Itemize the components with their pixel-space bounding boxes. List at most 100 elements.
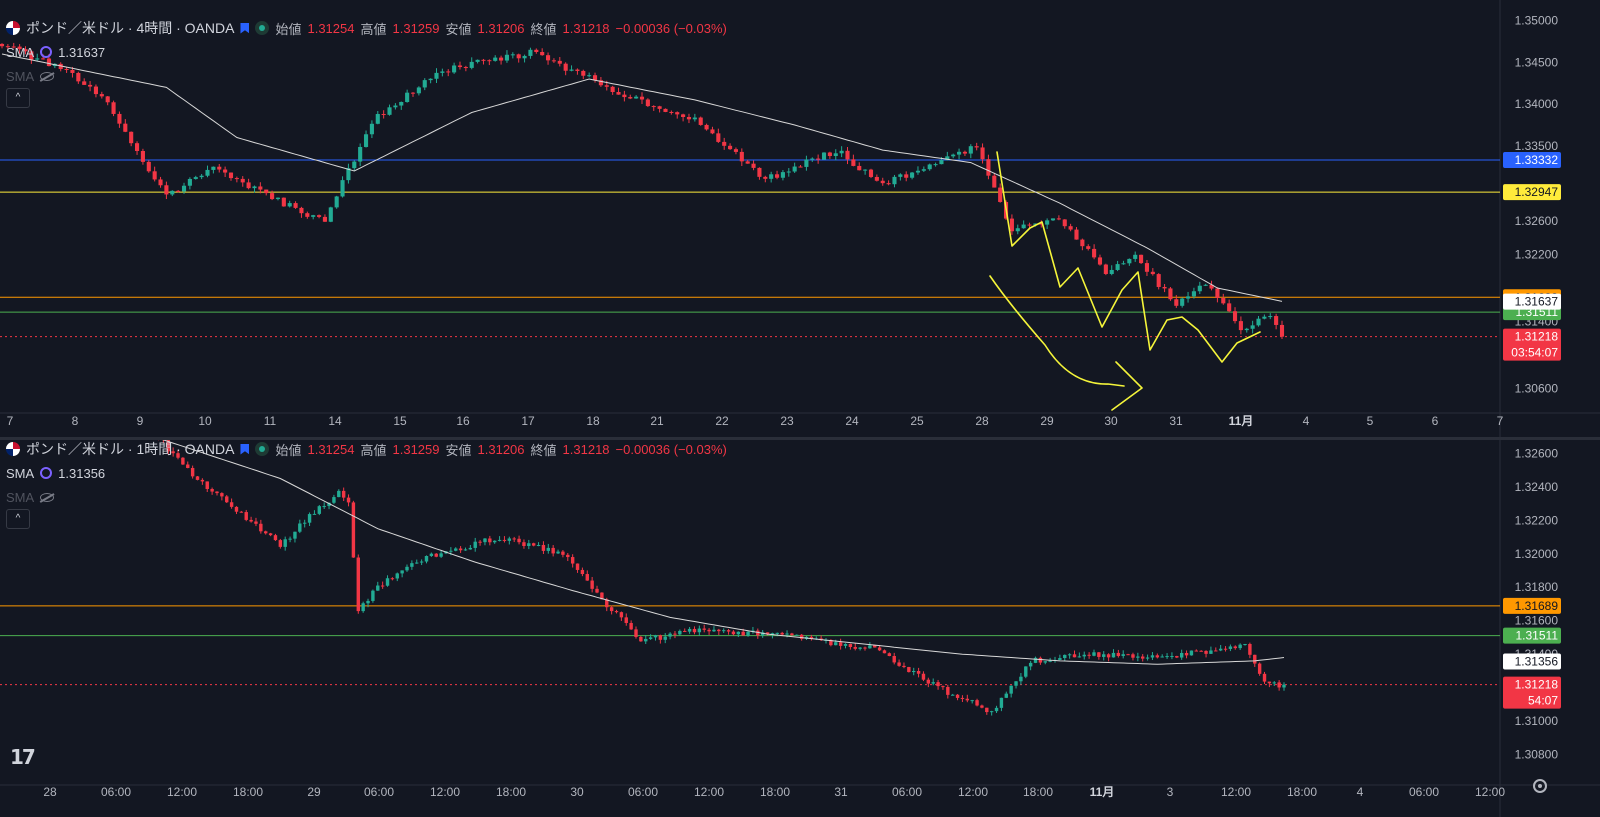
sma-row[interactable]: SMA 1.31356: [6, 461, 727, 485]
candle-body: [546, 55, 551, 61]
candle-body: [176, 453, 180, 458]
candle-body: [945, 156, 950, 161]
symbol-title[interactable]: ポンド／米ドル · 1時間 · OANDA: [26, 441, 235, 457]
legend-1h: ポンド／米ドル · 1時間 · OANDA 始値 1.31254 高値 1.3125…: [6, 437, 727, 531]
candle-body: [951, 154, 956, 157]
candle-body: [11, 46, 16, 48]
collapse-legend-button[interactable]: ^: [6, 88, 30, 108]
candle-body: [970, 700, 974, 702]
last-price-tag-text: 1.31218: [1515, 678, 1559, 692]
candle-body: [1058, 658, 1062, 660]
candle-body: [1279, 324, 1285, 337]
candle-body: [910, 172, 915, 178]
candle-body: [946, 687, 950, 695]
candle-body: [1150, 271, 1155, 275]
candle-body: [463, 549, 468, 551]
sma-settings-icon[interactable]: [40, 467, 53, 479]
candle-body: [416, 87, 421, 94]
chart-pane-4h[interactable]: 1.35000 1.34500 1.34000 1.33500 1.32600 1.322…: [0, 0, 1600, 437]
candle-body: [1009, 685, 1013, 694]
candle-body: [610, 86, 615, 93]
x-tick-label: 17: [521, 414, 535, 428]
candle-body: [215, 491, 219, 494]
symbol-title[interactable]: ポンド／米ドル · 4時間 · OANDA: [26, 20, 235, 36]
candle-body: [205, 481, 209, 489]
candle-body: [798, 166, 803, 168]
candle-body: [440, 71, 445, 73]
candle-body: [678, 630, 682, 635]
candle-body: [1050, 218, 1056, 221]
candle-body: [531, 543, 536, 546]
hidden-eye-icon[interactable]: [40, 71, 55, 81]
candle-body: [381, 114, 386, 116]
candle-body: [648, 637, 653, 639]
sma-title[interactable]: SMA: [6, 465, 35, 481]
sma-row[interactable]: SMA 1.31637: [6, 40, 727, 64]
candle-body: [598, 80, 603, 86]
candle-body: [1102, 654, 1106, 657]
candle-body: [863, 647, 867, 649]
candle-body: [434, 72, 439, 79]
candle-body: [516, 54, 521, 59]
candle-body: [244, 512, 248, 520]
candle-body: [405, 92, 410, 103]
candle-body: [1014, 681, 1018, 686]
candle-body: [697, 628, 702, 633]
sma2-row[interactable]: SMA: [6, 64, 727, 88]
high-value: 1.31259: [392, 441, 440, 457]
bookmark-flag-icon[interactable]: [240, 443, 250, 455]
candle-body: [1116, 652, 1121, 656]
candle-body: [1204, 650, 1208, 654]
candle-body: [1168, 288, 1173, 300]
candle-body: [839, 150, 844, 154]
bookmark-flag-icon[interactable]: [240, 22, 250, 34]
chart-pane-1h[interactable]: 1.32600 1.32400 1.32200 1.32000 1.31800 1.316…: [0, 440, 1600, 817]
candle-body: [64, 69, 69, 71]
candle-body: [907, 667, 911, 673]
chart-canvas-1h[interactable]: 1.32600 1.32400 1.32200 1.32000 1.31800 1.316…: [0, 440, 1600, 817]
candle-body: [1097, 652, 1101, 657]
candle-body: [886, 183, 891, 185]
candle-body: [858, 647, 862, 649]
x-tick-label: 29: [307, 785, 321, 799]
sma2-row[interactable]: SMA: [6, 485, 727, 509]
tradingview-logo-icon[interactable]: 17: [10, 745, 36, 769]
candle-body: [17, 46, 22, 50]
pane-divider[interactable]: [0, 437, 1600, 440]
low-label: 安値: [445, 21, 472, 37]
candle-body: [833, 153, 838, 157]
candle-body: [780, 172, 785, 178]
sma2-title[interactable]: SMA: [6, 68, 35, 84]
candle-body: [845, 150, 850, 160]
candle-body: [190, 467, 195, 477]
hidden-eye-icon[interactable]: [40, 492, 55, 502]
candle-body: [965, 698, 970, 701]
candle-body: [302, 522, 307, 524]
y-tick-label: 1.33500: [1515, 139, 1559, 153]
collapse-legend-button[interactable]: ^: [6, 509, 30, 529]
candle-body: [585, 574, 589, 581]
chart-canvas-4h[interactable]: 1.35000 1.34500 1.34000 1.33500 1.32600 1.322…: [0, 0, 1600, 437]
candle-body: [994, 707, 999, 712]
candle-body: [200, 479, 205, 482]
x-tick-label: 12:00: [1475, 785, 1505, 799]
market-status-icon[interactable]: [255, 442, 270, 456]
sma-title[interactable]: SMA: [6, 44, 35, 60]
y-tick-label: 1.31000: [1515, 714, 1559, 728]
legend-ohlc-row: ポンド／米ドル · 4時間 · OANDA 始値 1.31254 高値 1.3125…: [6, 16, 727, 40]
candle-body: [1111, 652, 1116, 658]
candle-body: [181, 185, 187, 192]
candle-body: [816, 158, 821, 160]
candle-body: [5, 46, 10, 48]
x-tick-label: 6: [1432, 414, 1439, 428]
candle-body: [1215, 288, 1220, 299]
sma2-title[interactable]: SMA: [6, 489, 35, 505]
market-status-icon[interactable]: [255, 21, 270, 35]
candle-body: [941, 686, 945, 688]
candle-body: [322, 506, 326, 508]
candle-body: [410, 563, 414, 567]
candle-body: [446, 71, 451, 73]
gear-icon[interactable]: [1533, 779, 1547, 793]
sma-settings-icon[interactable]: [40, 46, 53, 58]
x-tick-label: 18:00: [760, 785, 790, 799]
